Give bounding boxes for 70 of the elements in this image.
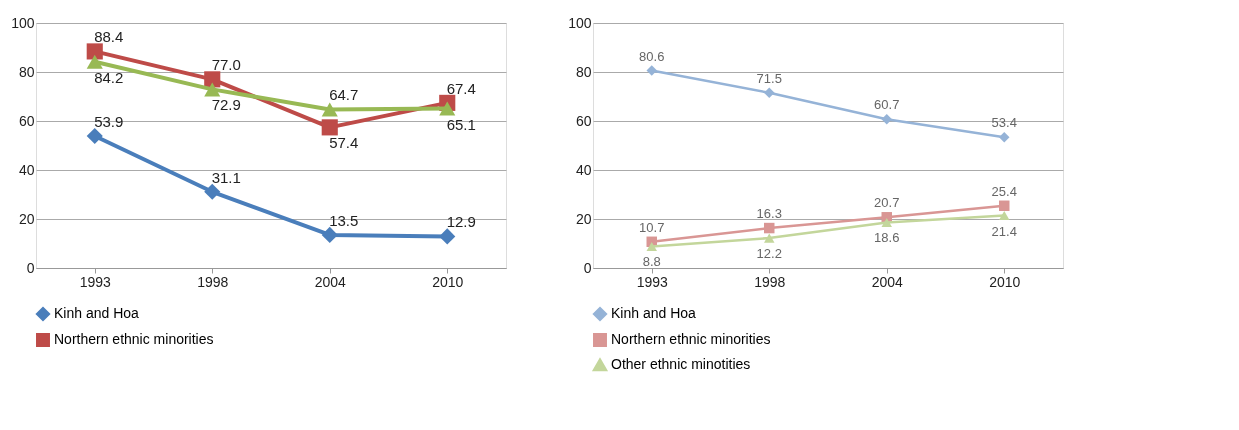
point [646,241,657,251]
point [321,226,338,243]
x-tick-label: 1993 [636,273,669,290]
data-label: 25.4 [991,183,1017,199]
point [204,82,221,97]
y-tick-label: 80 [575,63,592,80]
data-label: 53.4 [991,115,1017,131]
data-label: 88.4 [94,28,124,46]
data-label: 57.4 [329,134,359,152]
y-tick-label: 100 [568,14,592,31]
point [86,54,103,69]
x-tick-label: 2010 [989,273,1021,290]
point [764,87,775,99]
data-label: 12.2 [756,246,782,262]
point [881,114,892,125]
data-label: 13.5 [329,211,359,229]
legend-label: Kinh and Hoa [54,305,140,321]
point [999,131,1010,143]
y-tick-label: 40 [18,161,35,178]
point [86,127,103,145]
data-label: 16.3 [756,206,782,222]
data-label: 31.1 [211,168,241,186]
point [439,228,456,245]
point [764,233,775,243]
point [204,183,221,200]
y-tick-label: 100 [11,14,35,31]
y-tick-label: 60 [575,112,592,129]
y-tick-label: 20 [575,210,592,227]
legend-label: Northern ethnic minorities [54,331,214,347]
y-tick-label: 0 [583,259,592,276]
data-label: 21.4 [991,223,1017,239]
point [881,217,892,227]
y-tick-label: 60 [18,112,35,129]
data-label: 18.6 [874,230,900,246]
data-label: 65.1 [446,115,476,133]
x-tick-label: 1993 [79,273,112,290]
data-label: 72.9 [211,96,241,114]
data-label: 20.7 [874,195,900,211]
data-label: 64.7 [329,86,359,104]
data-label: 67.4 [446,79,476,97]
y-tick-label: 20 [18,210,35,227]
data-label: 71.5 [756,70,782,86]
legend-label: Other ethnic minotities [611,356,751,372]
y-tick-label: 40 [575,161,592,178]
point [999,200,1010,212]
point [321,119,338,136]
point [999,211,1010,221]
point [764,222,775,234]
data-label: 12.9 [446,213,476,231]
data-label: 80.6 [639,48,665,64]
data-label: 60.7 [874,97,900,113]
data-label: 8.8 [642,254,661,270]
data-label: 77.0 [211,56,241,74]
x-tick-label: 2010 [432,273,464,290]
point [439,101,456,116]
data-label: 53.9 [94,112,124,130]
point [321,102,338,117]
x-tick-label: 1998 [754,273,786,290]
point [204,71,221,88]
x-tick-label: 2004 [314,273,347,290]
x-tick-label: 1998 [197,273,229,290]
point [86,43,103,60]
data-label: 84.2 [94,68,124,86]
legend-label: Northern ethnic minorities [611,331,771,347]
x-tick-label: 2004 [871,273,904,290]
y-tick-label: 0 [26,259,35,276]
data-label: 10.7 [639,219,665,235]
y-tick-label: 80 [18,63,35,80]
point [646,65,657,76]
legend-label: Kinh and Hoa [611,305,697,321]
